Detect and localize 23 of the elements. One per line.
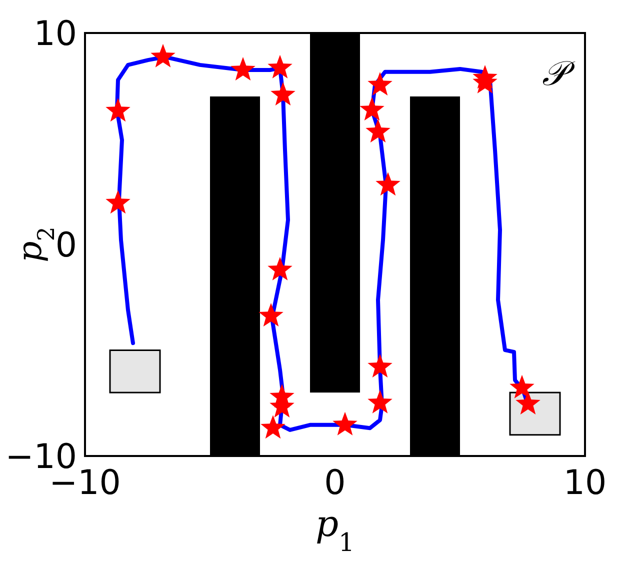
point	[270, 82, 296, 106]
point	[106, 190, 130, 214]
annotation: 𝒫	[542, 54, 576, 94]
y-tick-label: 0	[55, 226, 77, 266]
x-axis-title: p$_{1}$	[315, 504, 355, 556]
point	[150, 44, 176, 68]
point	[332, 412, 358, 436]
x-tick-label: 0	[324, 463, 346, 503]
point	[376, 172, 400, 196]
point	[366, 118, 390, 142]
y-tick-label: 10	[34, 14, 77, 54]
point	[368, 354, 392, 378]
point	[360, 96, 384, 121]
point	[106, 98, 130, 122]
point	[268, 256, 292, 280]
point	[368, 72, 392, 96]
point	[268, 54, 292, 78]
point	[258, 302, 284, 327]
point	[510, 374, 534, 398]
point	[230, 57, 256, 81]
x-tick-label: 10	[563, 463, 607, 503]
point	[368, 390, 392, 414]
point	[260, 415, 286, 439]
